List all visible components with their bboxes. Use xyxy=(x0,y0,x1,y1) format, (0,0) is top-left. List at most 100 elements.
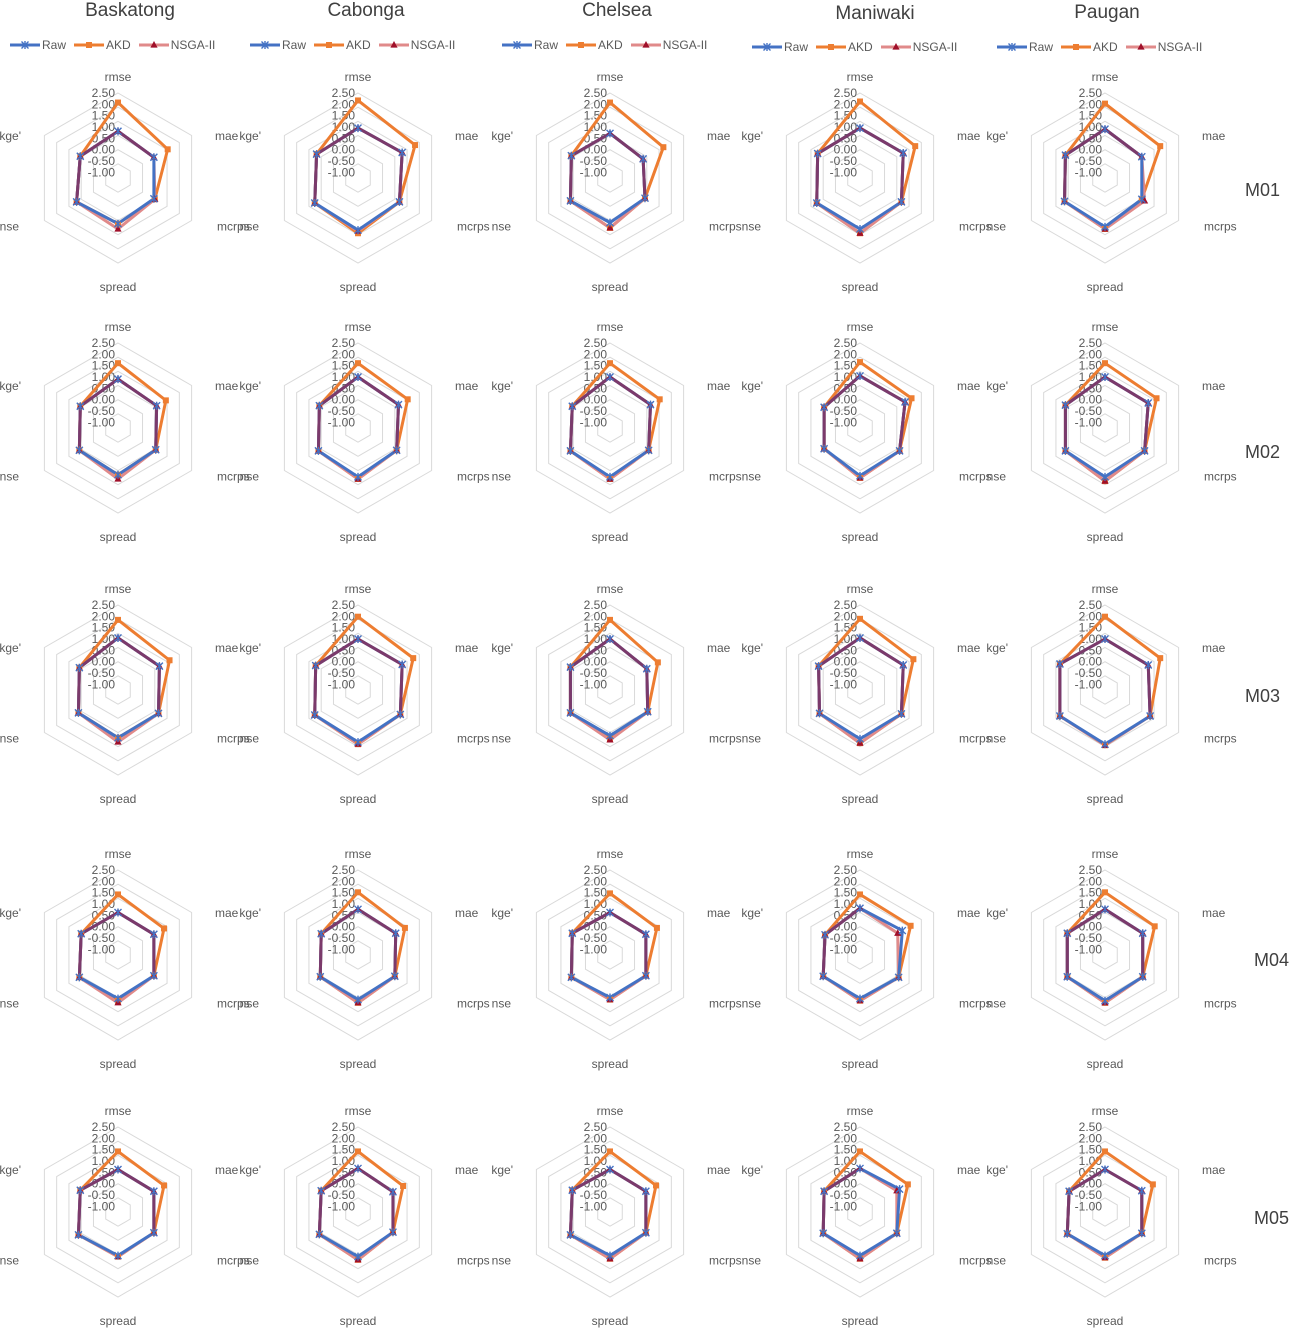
grid-ring xyxy=(345,413,371,443)
data-point-raw xyxy=(606,373,614,381)
data-point-raw xyxy=(606,731,614,740)
data-point-raw xyxy=(820,1187,829,1196)
grid-ring xyxy=(798,1140,922,1284)
axis-label-spread: spread xyxy=(1087,1057,1124,1071)
r-tick-label: 0.00 xyxy=(834,143,858,157)
axis-label-nse: nse xyxy=(240,997,260,1011)
data-point-raw xyxy=(1101,1251,1109,1260)
data-point-raw xyxy=(1101,996,1109,1005)
legend-label: Raw xyxy=(1029,40,1054,54)
r-tick-label: 2.50 xyxy=(92,1120,116,1134)
axis-label-nse: nse xyxy=(492,470,512,484)
r-tick-label: 2.00 xyxy=(332,609,356,623)
r-tick-label: 2.50 xyxy=(92,336,116,350)
data-point-akd xyxy=(401,924,408,931)
legend-label: AKD xyxy=(1093,40,1118,54)
data-point-nsga-ii xyxy=(893,1186,901,1194)
legend-item-raw: Raw xyxy=(752,40,808,54)
data-point-raw xyxy=(856,124,864,133)
data-point-raw xyxy=(114,633,122,642)
data-point-raw xyxy=(76,1186,85,1195)
r-tick-label: -0.50 xyxy=(88,666,116,680)
grid-ring xyxy=(1079,149,1131,207)
series-overlap-segment xyxy=(319,907,360,936)
data-point-raw xyxy=(1101,373,1109,381)
series-overlap-segment xyxy=(1103,375,1150,405)
legend-label: NSGA-II xyxy=(170,38,216,52)
grid-ring xyxy=(597,940,623,970)
grid-ring xyxy=(1043,1140,1167,1284)
radar-paugan-m05: 2.502.001.501.000.500.00-0.50-1.00rmsema… xyxy=(986,1104,1236,1328)
data-point-raw xyxy=(1137,1186,1146,1195)
radar-cabonga-m01: 2.502.001.501.000.500.00-0.50-1.00rmsema… xyxy=(239,70,489,294)
grid-ring xyxy=(92,399,144,457)
axis-label-spread: spread xyxy=(340,530,377,544)
r-tick-label: 1.00 xyxy=(1079,1154,1103,1168)
data-point-raw xyxy=(1065,1187,1074,1196)
legend-label: NSGA-II xyxy=(912,40,958,54)
data-point-raw xyxy=(856,371,864,380)
axis-label-nse: nse xyxy=(492,732,512,746)
axis-label-nse: nse xyxy=(987,1254,1007,1268)
data-point-akd xyxy=(115,616,121,623)
series-overlap-segment xyxy=(317,375,360,408)
series-overlap-segment xyxy=(356,1166,395,1194)
axis-label-rmse: rmse xyxy=(847,70,874,84)
axis-label-mae: mae xyxy=(957,641,981,655)
data-point-raw xyxy=(819,972,828,981)
r-tick-label: -0.50 xyxy=(1075,666,1103,680)
axis-label-mcrps: mcrps xyxy=(959,1254,992,1268)
data-point-raw xyxy=(856,1164,864,1173)
data-point-akd xyxy=(1102,1148,1108,1155)
r-tick-label: -0.50 xyxy=(1075,404,1103,418)
r-tick-label: 0.00 xyxy=(584,655,608,669)
r-tick-label: 2.00 xyxy=(332,97,356,111)
grid-ring xyxy=(296,883,420,1027)
grid-ring xyxy=(535,604,685,776)
axis-label-mae: mae xyxy=(707,1163,731,1177)
grid-ring xyxy=(785,1126,935,1298)
series-overlap-segment xyxy=(641,157,647,200)
legend-item-raw: Raw xyxy=(502,38,558,52)
data-point-akd xyxy=(857,891,863,898)
legend-swatch xyxy=(1125,43,1156,50)
series-overlap-segment xyxy=(1065,1189,1071,1236)
legend-item-nsga-ii: NSGA-II xyxy=(138,38,216,52)
series-overlap-segment xyxy=(815,152,820,205)
series-overlap-segment xyxy=(393,931,398,978)
legend-swatch xyxy=(314,42,345,48)
data-point-akd xyxy=(857,615,863,622)
data-point-akd xyxy=(912,143,919,150)
data-point-raw xyxy=(856,1251,864,1260)
axis-label-spread: spread xyxy=(1087,530,1124,544)
axis-label-kge: kge' xyxy=(491,379,513,393)
data-point-raw xyxy=(395,197,404,206)
data-point-raw xyxy=(75,446,84,455)
series-overlap-segment xyxy=(1065,907,1107,935)
r-tick-label: -1.00 xyxy=(328,165,356,179)
r-tick-label: -1.00 xyxy=(830,942,858,956)
data-point-raw xyxy=(1137,195,1146,204)
data-point-raw xyxy=(1101,905,1109,914)
axis-label-spread: spread xyxy=(842,280,879,294)
legend-item-akd: AKD xyxy=(314,38,371,52)
data-point-raw xyxy=(606,993,614,1002)
r-tick-label: 1.50 xyxy=(332,359,356,373)
data-point-raw xyxy=(76,152,85,161)
data-point-akd xyxy=(656,396,663,403)
series-overlap-segment xyxy=(76,1188,82,1237)
axis-label-mae: mae xyxy=(215,129,239,143)
grid-ring xyxy=(584,149,636,207)
radar-baskatong-m01: 2.502.001.501.000.500.00-0.50-1.00rmsema… xyxy=(0,70,250,294)
axis-label-kge: kge' xyxy=(986,641,1008,655)
series-overlap-segment xyxy=(817,664,822,715)
axis-label-mae: mae xyxy=(455,906,479,920)
data-point-raw xyxy=(1146,712,1155,721)
axis-label-mcrps: mcrps xyxy=(959,997,992,1011)
series-overlap-segment xyxy=(568,1188,574,1237)
axis-label-rmse: rmse xyxy=(597,582,624,596)
data-point-raw xyxy=(114,908,122,917)
series-overlap-segment xyxy=(1058,637,1107,666)
data-point-akd xyxy=(1102,613,1108,620)
r-tick-label: 1.00 xyxy=(92,1154,116,1168)
